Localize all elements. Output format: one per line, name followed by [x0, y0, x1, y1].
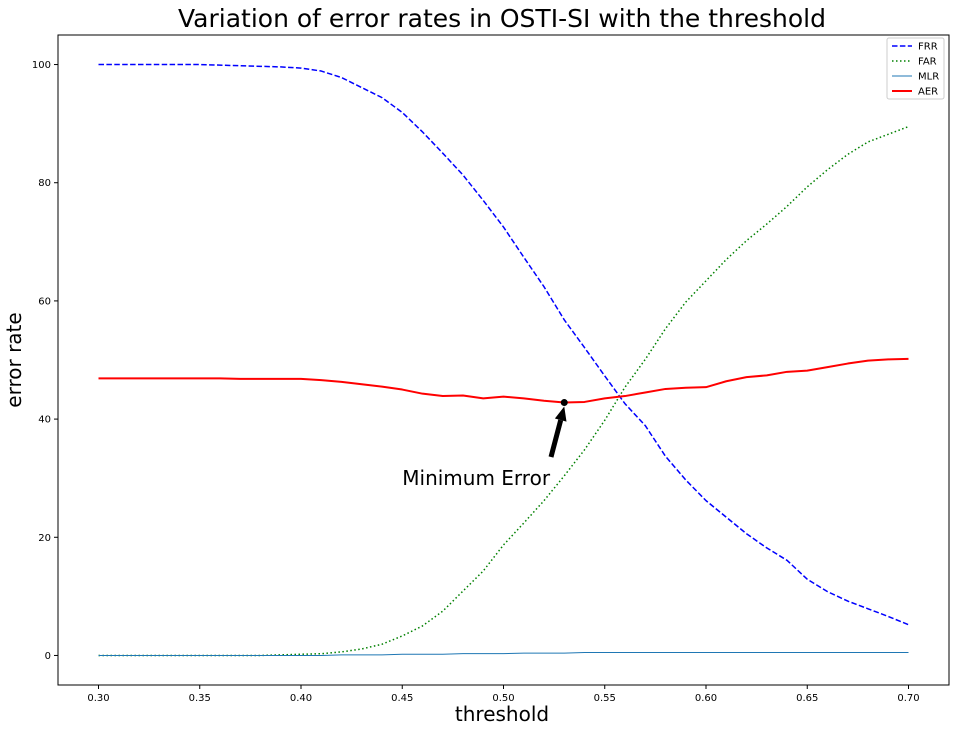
- x-tick-label: 0.70: [897, 693, 919, 704]
- legend-label-frr: FRR: [918, 42, 938, 53]
- legend-box: [886, 37, 945, 100]
- legend: FRR FAR MLR AER: [886, 37, 945, 100]
- y-tick-label: 60: [38, 296, 51, 307]
- x-tick-label: 0.40: [290, 693, 312, 704]
- annotation-layer: Minimum Error: [402, 399, 568, 490]
- series-line-frr: [98, 63, 909, 626]
- y-axis-label: error rate: [2, 312, 26, 407]
- x-tick-label: 0.65: [796, 693, 818, 704]
- minimum-error-marker: [560, 399, 568, 407]
- x-tick-label: 0.35: [189, 693, 211, 704]
- legend-label-far: FAR: [918, 57, 937, 68]
- x-axis-label: threshold: [455, 702, 549, 726]
- annotation-text: Minimum Error: [402, 466, 551, 490]
- y-axis: 0 20 40 60 80 100: [32, 60, 58, 662]
- y-tick-label: 40: [38, 415, 51, 426]
- x-axis: 0.30 0.35 0.40 0.45 0.50 0.55 0.60 0.65 0.70: [87, 685, 920, 704]
- legend-label-aer: AER: [918, 87, 938, 98]
- series-layer: [98, 63, 909, 657]
- x-tick-label: 0.60: [695, 693, 717, 704]
- x-tick-label: 0.45: [391, 693, 413, 704]
- y-tick-label: 80: [38, 178, 51, 189]
- y-tick-label: 0: [45, 651, 51, 662]
- legend-label-mlr: MLR: [918, 72, 939, 83]
- y-tick-label: 20: [38, 533, 51, 544]
- x-tick-label: 0.50: [492, 693, 514, 704]
- x-tick-label: 0.30: [87, 693, 109, 704]
- x-tick-label: 0.55: [594, 693, 616, 704]
- series-line-mlr: [98, 652, 909, 656]
- y-tick-label: 100: [32, 60, 51, 71]
- chart-title: Variation of error rates in OSTI-SI with…: [178, 4, 826, 33]
- annotation-arrow-shaft: [548, 419, 564, 458]
- annotation-arrow-head: [554, 406, 567, 422]
- series-line-aer: [98, 357, 909, 404]
